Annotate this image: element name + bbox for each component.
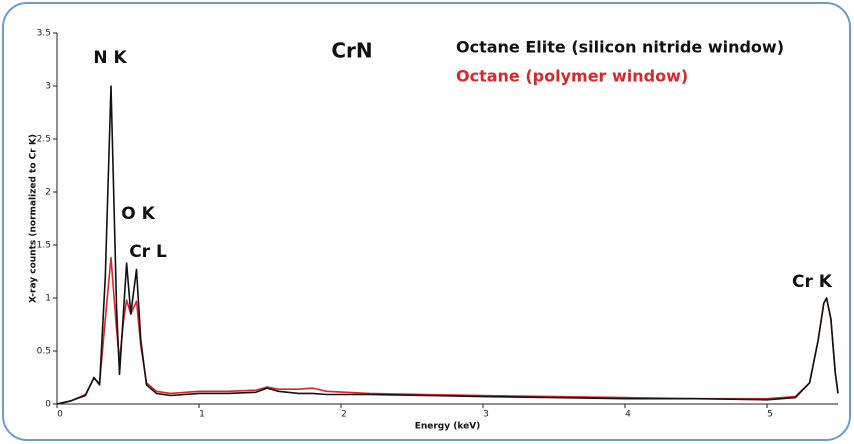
peak-label: Cr L: [129, 242, 167, 262]
peak-label: O K: [121, 204, 155, 224]
x-tick-label: 1: [199, 410, 205, 420]
peak-label: Cr K: [792, 272, 833, 292]
legend-entry: Octane Elite (silicon nitride window): [456, 38, 784, 57]
y-axis-label: X-ray counts (normalized to Cr K): [29, 134, 39, 303]
y-tick-label: 2.5: [37, 135, 51, 145]
x-tick-label: 3: [483, 410, 489, 420]
y-tick-label: 0: [45, 400, 51, 410]
series-line: [56, 85, 839, 405]
legend-entry: Octane (polymer window): [456, 67, 688, 86]
x-tick-label: 5: [767, 410, 773, 420]
y-tick-label: 3.5: [37, 29, 51, 39]
x-axis-label: Energy (keV): [415, 422, 481, 432]
x-tick-label: 4: [625, 410, 631, 420]
y-tick-label: 0.5: [37, 347, 51, 357]
chart-title: CrN: [331, 39, 372, 63]
y-tick-label: 1: [45, 294, 51, 304]
y-tick-label: 1.5: [37, 241, 51, 251]
x-tick-label: 2: [341, 410, 347, 420]
x-tick-label: 0: [57, 410, 63, 420]
peak-label: N K: [93, 48, 127, 68]
y-tick-label: 3: [45, 82, 51, 92]
y-tick-label: 2: [45, 188, 51, 198]
